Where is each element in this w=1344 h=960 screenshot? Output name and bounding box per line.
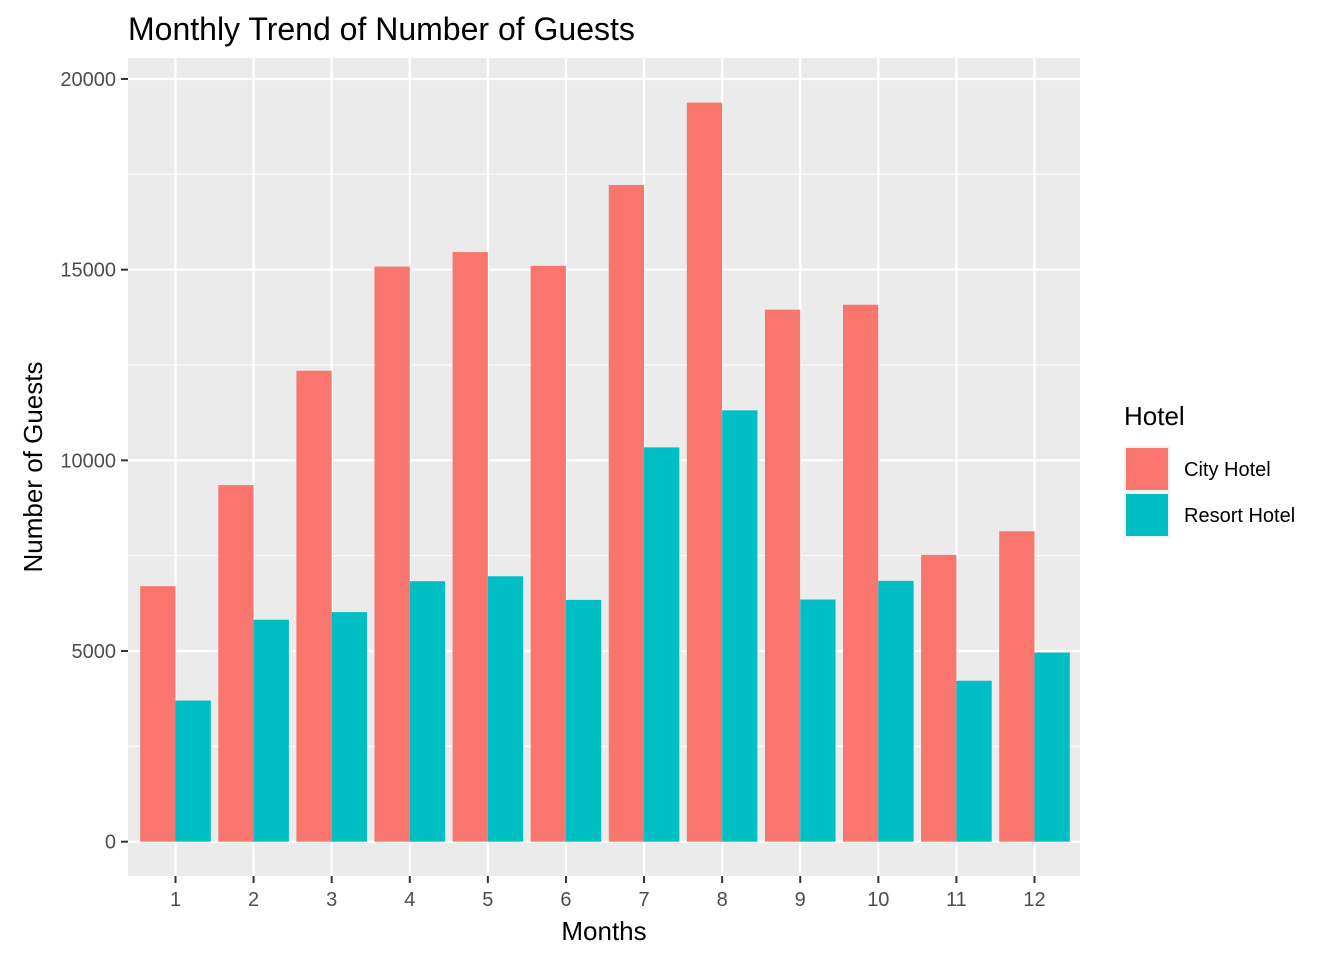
legend-key-city-hotel [1126,448,1168,490]
x-tick-label: 3 [326,889,337,911]
x-axis: 1 2 3 4 5 6 7 8 9 10 11 12 [170,876,1046,911]
bar-city-hotel-1 [140,586,176,842]
bars [140,102,1070,842]
bar-resort-hotel-4 [409,581,446,842]
x-tick-label: 2 [248,889,259,911]
x-tick-label: 11 [946,889,967,911]
bar-resort-hotel-11 [956,680,992,842]
x-axis-title: Months [561,916,646,946]
legend-title: Hotel [1124,401,1185,431]
y-axis-title: Number of Guests [18,362,48,573]
bar-city-hotel-2 [218,485,254,842]
bar-resort-hotel-12 [1034,652,1070,842]
chart-title: Monthly Trend of Number of Guests [128,11,635,47]
bar-city-hotel-3 [296,370,332,842]
y-axis: 0 5000 10000 15000 20000 [60,69,128,854]
bar-resort-hotel-9 [800,599,836,842]
bar-city-hotel-11 [921,554,957,842]
bar-resort-hotel-7 [644,447,680,842]
x-tick-label: 4 [404,889,415,911]
legend-label: Resort Hotel [1184,505,1295,527]
y-tick-label: 15000 [60,260,116,282]
bar-resort-hotel-3 [331,612,367,842]
legend-key-resort-hotel [1126,494,1168,536]
x-tick-label: 1 [170,889,181,911]
bar-city-hotel-12 [999,531,1035,842]
bar-resort-hotel-10 [878,580,914,842]
bar-city-hotel-9 [764,309,801,842]
x-tick-label: 12 [1023,889,1045,911]
x-tick-label: 5 [482,889,493,911]
bar-resort-hotel-5 [487,576,524,842]
x-tick-label: 6 [560,889,571,911]
x-tick-label: 10 [867,889,889,911]
y-tick-label: 0 [105,832,116,854]
bar-city-hotel-10 [843,304,879,842]
bar-resort-hotel-2 [253,619,289,842]
bar-city-hotel-6 [530,265,566,842]
bar-city-hotel-7 [608,184,645,842]
bar-city-hotel-8 [686,102,723,842]
y-tick-label: 20000 [60,69,116,91]
y-tick-label: 10000 [60,450,116,472]
bar-city-hotel-5 [452,252,488,842]
x-tick-label: 8 [717,889,728,911]
legend: Hotel City Hotel Resort Hotel [1124,401,1295,538]
bar-resort-hotel-6 [565,599,602,842]
legend-label: City Hotel [1184,459,1271,481]
x-tick-label: 7 [638,889,649,911]
bar-city-hotel-4 [374,266,410,842]
bar-resort-hotel-8 [722,410,758,842]
x-tick-label: 9 [795,889,806,911]
bar-resort-hotel-1 [175,700,211,842]
y-tick-label: 5000 [72,641,117,663]
